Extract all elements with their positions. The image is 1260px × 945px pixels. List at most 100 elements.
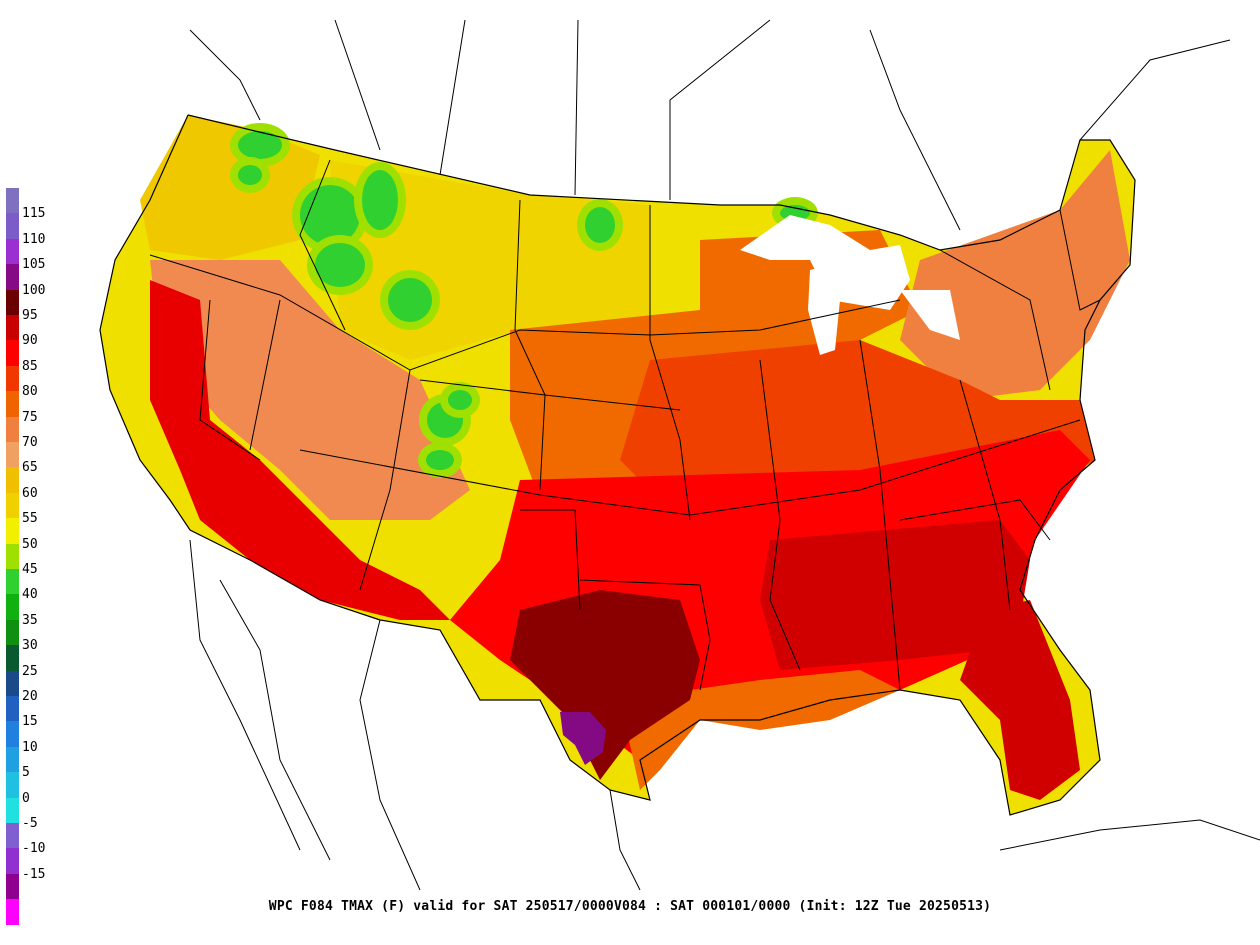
canada-line-4 <box>669 19 771 200</box>
legend-swatch <box>6 746 19 773</box>
texas-core-region <box>510 590 700 780</box>
rockies-green-patch <box>238 165 262 185</box>
legend-swatch-top <box>6 188 19 214</box>
state-line-north <box>149 254 901 371</box>
legend-tick-label: 55 <box>22 511 38 527</box>
co-ks-line <box>419 379 681 411</box>
legend-swatch <box>6 696 19 722</box>
nv-ut-line <box>249 299 281 451</box>
legend-tick-label: 110 <box>22 231 46 247</box>
rockies-green-patch <box>238 131 282 159</box>
legend-swatch <box>6 543 19 569</box>
boundary-lines <box>99 19 1260 891</box>
id-line <box>299 159 346 331</box>
lake-michigan-water <box>808 265 840 355</box>
legend-tick-label: 75 <box>22 409 38 425</box>
canada-line-2 <box>439 19 466 176</box>
legend-swatch <box>6 264 19 290</box>
legend-swatch <box>6 569 19 595</box>
quebec-coast <box>1079 39 1231 141</box>
rockies-green-patch <box>315 243 365 287</box>
ms-river-line <box>759 359 801 671</box>
cuba-line <box>999 819 1260 851</box>
tx-panhandle-line <box>520 509 581 611</box>
dakotas-line <box>514 199 546 491</box>
legend-swatch <box>6 594 19 620</box>
legend-swatch <box>6 823 19 849</box>
legend-swatch-bottom <box>6 899 19 925</box>
great-lakes-water <box>740 215 910 310</box>
legend-tick-label: 50 <box>22 536 38 552</box>
southeast-core-region <box>760 520 1030 670</box>
legend-tick-label: 105 <box>22 257 46 273</box>
legend-tick-label: 70 <box>22 435 38 450</box>
legend-swatch <box>6 645 19 671</box>
legend-tick-label: 115 <box>22 206 46 222</box>
canada-line-3 <box>574 19 579 196</box>
legend-tick-label: -5 <box>22 816 38 831</box>
legend-tick-label: 60 <box>22 485 38 501</box>
legend-tick-label: -15 <box>22 866 46 882</box>
legend-tick-label: 100 <box>22 282 46 298</box>
legend-tick-label: 80 <box>22 384 38 400</box>
rockies-green-patch <box>585 207 615 243</box>
legend-tick-label: 95 <box>22 308 38 323</box>
in-ky-line <box>859 339 901 691</box>
texas-hot-spot <box>560 712 606 765</box>
legend-tick-label: 40 <box>22 587 38 603</box>
legend-swatch <box>6 238 19 265</box>
baja-line <box>189 539 301 851</box>
florida-region <box>960 600 1080 800</box>
mn-ia-mo-line <box>649 205 691 521</box>
northeast-region <box>900 150 1130 400</box>
mexico-interior <box>359 619 421 891</box>
great-basin-region <box>150 260 470 520</box>
legend-swatch <box>6 289 19 315</box>
legend-swatch <box>6 619 19 646</box>
legend-tick-label: 65 <box>22 460 38 476</box>
legend-swatch <box>6 797 19 823</box>
legend-swatch <box>6 670 19 696</box>
legend-swatch <box>6 365 19 392</box>
nc-sc-line <box>899 499 1051 541</box>
lake-huron-erie-water <box>900 290 960 340</box>
legend-tick-label: 35 <box>22 612 38 628</box>
legend-tick-label: 5 <box>22 765 30 781</box>
legend-tick-label: 0 <box>22 790 30 806</box>
legend-tick-label: 30 <box>22 638 38 654</box>
latitude-line <box>299 419 1081 516</box>
hudson-line <box>869 29 961 231</box>
map-caption: WPC F084 TMAX (F) valid for SAT 250517/0… <box>268 899 992 914</box>
rockies-green-patch <box>426 450 454 470</box>
mexico-gulf-coast <box>609 789 641 891</box>
va-nc-line <box>959 379 1011 611</box>
new-england-line <box>1059 209 1101 311</box>
legend-tick-label: 20 <box>22 689 38 704</box>
rockies-green-patch <box>362 170 398 230</box>
legend-tick-label: 10 <box>22 739 38 755</box>
rockies-green-patch <box>388 278 432 322</box>
legend-tick-label: 15 <box>22 714 38 730</box>
legend-swatch <box>6 467 19 493</box>
tx-la-line <box>579 579 711 691</box>
mexico-west-coast <box>219 579 331 861</box>
canada-line-1 <box>334 19 381 151</box>
us-border <box>99 114 1136 816</box>
legend-swatch <box>6 848 19 874</box>
legend-tick-label: 90 <box>22 333 38 349</box>
temperature-fill-layer <box>100 115 1135 815</box>
ca-nv-line <box>199 299 261 461</box>
ny-pa-line <box>939 249 1051 391</box>
legend-tick-label: 45 <box>22 562 38 577</box>
legend-swatch <box>6 492 19 519</box>
legend-tick-label: 85 <box>22 358 38 374</box>
legend-swatch <box>6 416 19 442</box>
rockies-green-patch <box>300 185 360 245</box>
legend-swatch <box>6 442 19 468</box>
legend-swatch <box>6 391 19 417</box>
legend-swatch <box>6 340 19 366</box>
legend-tick-label: 25 <box>22 663 38 679</box>
desert-sw-region <box>150 280 450 620</box>
legend-swatch <box>6 721 19 747</box>
